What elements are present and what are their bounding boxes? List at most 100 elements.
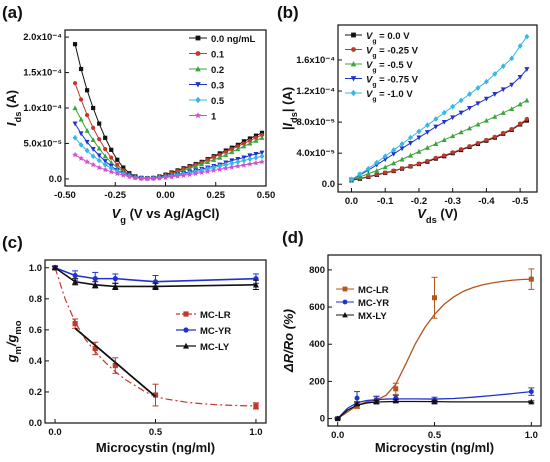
- panel-a-legend-label-1: 0.1: [211, 50, 225, 61]
- panel-b-xtick-label-1: -0.1: [377, 196, 394, 207]
- panel-a-point-2-5: [102, 153, 108, 159]
- panel-c-series-2: [52, 264, 259, 398]
- panel-b-frame: [337, 24, 538, 193]
- panel-a-legend-label-4: 0.5: [211, 96, 225, 107]
- panel-a-point-5-16: [168, 173, 175, 180]
- panel-d: (d) 0.0 0.5 1.0 0 200 400 600 800 Microcystin (ng…: [281, 228, 542, 455]
- panel-a-point-0-5: [103, 135, 108, 140]
- panel-a-point-2-3: [90, 137, 96, 143]
- panel-b-legend-label-2-part-0: V: [366, 60, 373, 71]
- panel-a-label: (a): [2, 3, 23, 22]
- panel-a-point-1-6: [109, 155, 114, 160]
- panel-d-point-1-5: [528, 389, 534, 395]
- panel-a-series-line-1: [74, 83, 263, 179]
- panel-a-point-5-15: [162, 174, 169, 180]
- panel-c-point-1-2: [92, 276, 98, 282]
- panel-c-ylabel: gm/gmo: [4, 320, 23, 363]
- panel-c-ytick-label-1: 0.2: [29, 387, 42, 398]
- panel-b-legend-label-0-part-0: V: [366, 31, 373, 42]
- panel-a-point-1-24: [217, 152, 222, 157]
- panel-b-point-4-5: [391, 147, 397, 153]
- panel-a-point-3-3: [90, 147, 96, 152]
- panel-a-point-4-6: [108, 165, 114, 172]
- panel-a-xlabel-part-2: (V vs Ag/AgCl): [126, 206, 219, 221]
- panel-b-point-4-18: [500, 63, 506, 70]
- panel-a-point-1-5: [103, 147, 108, 152]
- panel-b-legend-label-1-part-1: g: [372, 52, 376, 59]
- panel-a-legend-label-3: 0.3: [211, 81, 224, 92]
- panel-a-point-2-4: [96, 145, 102, 151]
- panel-c-label: (c): [2, 233, 23, 252]
- panel-c-ytick-label-4: 0.8: [29, 294, 42, 305]
- panel-b-xlabel-part-0: V: [417, 206, 427, 221]
- panel-b-point-1-6: [399, 166, 405, 171]
- panel-a-point-1-7: [115, 162, 120, 167]
- panel-b-point-3-11: [441, 119, 447, 125]
- panel-a-series-line-2: [74, 107, 263, 179]
- panel-b-legend-label-3-part-0: V: [366, 75, 373, 86]
- panel-a-point-0-1: [78, 66, 84, 72]
- panel-b-series-line-1: [351, 118, 528, 181]
- panel-b-point-4-1: [357, 171, 363, 178]
- panel-b-point-1-21: [524, 116, 529, 122]
- panel-b-point-3-21: [524, 67, 530, 72]
- panel-b-legend-label-4-part-2: = -1.0 V: [377, 89, 414, 100]
- panel-b-point-2-12: [450, 133, 456, 139]
- panel-a-point-5-28: [240, 161, 247, 168]
- panel-a-point-5-30: [253, 159, 259, 166]
- panel-d-point-0-4: [432, 295, 437, 301]
- panel-b-point-2-6: [399, 156, 405, 162]
- panel-b-point-3-5: [391, 151, 397, 157]
- panel-b-legend-label-3-part-2: = -0.75 V: [377, 75, 419, 86]
- panel-b-point-2-9: [424, 145, 430, 150]
- panel-a-point-0-31: [259, 130, 265, 135]
- panel-a-point-2-29: [247, 140, 253, 146]
- panel-b-point-1-3: [374, 172, 379, 177]
- panel-a-xlabel-part-1: g: [120, 215, 126, 225]
- panel-b-legend-marker-1: [351, 47, 356, 52]
- panel-a-point-0-29: [247, 136, 253, 141]
- panel-b-point-2-16: [483, 117, 489, 123]
- panel-a-point-4-0: [72, 134, 78, 141]
- panel-d-point-0-3: [393, 386, 399, 392]
- panel-a-xtick-label-3: 0.25: [207, 190, 226, 201]
- panel-a-point-5-26: [228, 164, 235, 170]
- panel-b-legend-label-0: Vg = 0.0 V: [366, 31, 410, 45]
- panel-a-legend-marker-0: [195, 35, 201, 41]
- panel-b-point-2-14: [467, 125, 473, 131]
- panel-a-point-0-7: [115, 157, 120, 162]
- panel-a-point-2-19: [187, 165, 193, 171]
- panel-a-ytick-label-2: 1.0x10⁻⁴: [23, 103, 62, 114]
- panel-a-legend-marker-3: [195, 82, 201, 88]
- panel-b-legend-label-3: Vg = -0.75 V: [366, 75, 419, 89]
- panel-d-point-0-5: [528, 276, 534, 282]
- panel-b-point-4-0: [348, 176, 354, 183]
- panel-a-point-4-31: [259, 153, 265, 160]
- panel-a-point-3-4: [96, 153, 102, 159]
- panel-b-point-3-15: [475, 101, 481, 107]
- panel-b-ytick-label-4: 1.6x10⁻⁴: [296, 55, 335, 66]
- panel-b-point-2-8: [416, 148, 422, 154]
- panel-c-line-2: [54, 267, 256, 288]
- panel-a-point-1-27: [235, 144, 240, 149]
- panel-b-xtick-label-5: -0.5: [512, 196, 529, 207]
- panel-b-point-2-19: [509, 106, 515, 111]
- panel-b-series-line-2: [351, 99, 528, 181]
- panel-b-point-1-16: [484, 137, 489, 143]
- panel-b-point-2-13: [458, 129, 464, 135]
- panel-c-ytick-label-0: 0.0: [29, 418, 42, 429]
- panel-d-point-1-1: [354, 395, 360, 401]
- panel-a-point-3-5: [102, 159, 108, 164]
- panel-b-point-4-3: [374, 159, 380, 166]
- panel-b-point-2-18: [500, 110, 506, 115]
- panel-b-point-3-18: [500, 87, 506, 93]
- panel-a-ytick-label-4: 2.0x10⁻⁴: [23, 32, 62, 43]
- panel-a-legend-marker-1: [195, 51, 201, 56]
- panel-b-point-1-4: [383, 170, 388, 175]
- panel-c-xtick-label-1: 0.5: [149, 427, 163, 438]
- panel-a-point-5-0: [72, 151, 78, 158]
- panel-b-point-2-3: [374, 167, 380, 173]
- panel-a-point-4-3: [90, 153, 96, 160]
- panel-c-ytick-label-2: 0.4: [29, 356, 43, 367]
